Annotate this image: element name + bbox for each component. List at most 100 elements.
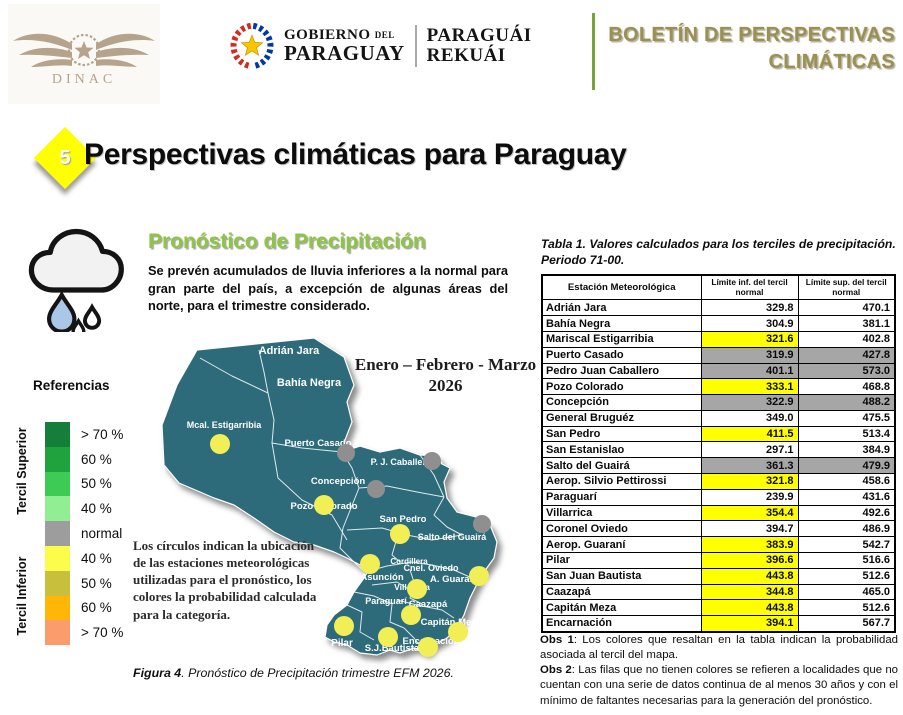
gov-paraguai-label: PARAGUÁI — [426, 25, 532, 47]
page-title: Perspectivas climáticas para Paraguay — [84, 138, 627, 171]
map-station-label: Caazapá — [409, 599, 448, 610]
table-row: Aerop. Guaraní 383.9 542.7 — [541, 536, 896, 554]
map-station-label: S.J.Bautista — [365, 643, 420, 654]
station-dot-gray — [473, 515, 491, 533]
legend-entry: 40 % — [45, 496, 123, 522]
legend-label: 40 % — [81, 501, 112, 517]
lower-limit-cell: 321.8 — [700, 473, 799, 490]
lower-limit-cell: 304.9 — [700, 315, 799, 332]
station-dot-yellow — [407, 579, 427, 599]
upper-limit-cell: 465.0 — [797, 583, 896, 601]
table-row: Pozo Colorado 333.1 468.8 — [541, 378, 896, 396]
map-station-label: A. Guaraní — [430, 574, 478, 585]
station-name-cell: Encarnación — [541, 615, 702, 633]
station-name-cell: Villarrica — [541, 504, 702, 522]
tercil-inferior-label: Tercil Inferior — [15, 556, 29, 636]
upper-limit-cell: 492.6 — [797, 504, 896, 522]
map-station-label: Mcal. Estigarribia — [187, 420, 263, 430]
bulletin-title: BOLETÍN DE PERSPECTIVAS CLIMÁTICAS — [600, 22, 895, 76]
upper-limit-cell: 384.9 — [797, 441, 896, 459]
trimester-title: Enero – Febrero - Marzo 2026 — [348, 354, 543, 397]
station-dot-gray — [367, 480, 385, 498]
table-row: Encarnación 394.1 567.7 — [541, 615, 896, 633]
legend-entry: > 70 % — [45, 620, 123, 646]
dinac-star-icon — [74, 41, 94, 59]
station-dot-yellow — [469, 566, 489, 586]
station-name-cell: Paraguarí — [541, 488, 702, 506]
table-row: Aerop. Silvio Pettirossi 321.8 458.6 — [541, 473, 896, 490]
column-header-station: Estación Meteorológica — [541, 274, 702, 301]
station-dot-yellow — [418, 637, 438, 657]
observations: Obs 1: Los colores que resaltan en la ta… — [540, 633, 898, 709]
map-station-labels: Adrián Jara Bahía Negra Mcal. Estigarribia… — [187, 345, 488, 654]
dinac-wordmark: DINAC — [52, 72, 116, 87]
map-station-label: Cordillera — [390, 557, 428, 566]
bulletin-title-line2: CLIMÁTICAS — [768, 51, 895, 73]
table-row: Pilar 396.6 516.6 — [541, 552, 896, 569]
paraguay-map: Adrián Jara Bahía Negra Mcal. Estigarribia… — [161, 337, 498, 657]
lower-limit-cell: 333.1 — [700, 378, 799, 396]
lower-limit-cell: 443.8 — [700, 599, 799, 617]
legend-label: 50 % — [81, 575, 112, 591]
gov-rekuai-label: REKUÁI — [426, 45, 506, 66]
table-header-row: Estación Meteorológica Límite inf. del t… — [541, 274, 896, 301]
upper-limit-cell: 427.8 — [797, 346, 896, 364]
lower-limit-cell: 349.0 — [700, 409, 799, 427]
table-row: Villarrica 354.4 492.6 — [541, 504, 896, 522]
map-station-label: Bahía Negra — [277, 377, 342, 389]
precipitation-heading: Pronóstico de Precipitación — [148, 230, 426, 253]
upper-limit-cell: 475.5 — [797, 409, 896, 427]
upper-limit-cell: 486.9 — [797, 520, 896, 538]
legend-swatch — [45, 545, 70, 571]
legend-entries: > 70 % 60 % 50 % 40 % normal 40 % 50 % 60 % > 70… — [45, 422, 124, 646]
obs2-text: : Las filas que no tienen colores se ref… — [540, 664, 898, 707]
upper-limit-cell: 573.0 — [797, 362, 896, 380]
table-row: Capitán Meza 443.8 512.6 — [541, 599, 896, 617]
figure-caption-label: Figura 4 — [133, 666, 182, 680]
station-name-cell: Salto del Guairá — [541, 457, 702, 475]
table-row: Coronel Oviedo 394.7 486.9 — [541, 520, 896, 538]
station-name-cell: San Pedro — [541, 425, 702, 443]
map-station-label: Cnel. Oviedo — [403, 563, 459, 573]
lower-limit-cell: 319.9 — [700, 346, 799, 364]
station-name-cell: Mariscal Estigarribia — [541, 330, 702, 348]
figure-caption: Figura 4. Pronóstico de Precipitación tr… — [133, 666, 454, 680]
table-row: Mariscal Estigarribia 321.6 402.8 — [541, 330, 896, 348]
station-name-cell: Aerop. Silvio Pettirossi — [541, 473, 702, 490]
gov-del-label: DEL — [374, 30, 395, 40]
legend-entry: 60 % — [45, 595, 123, 621]
station-name-cell: San Juan Bautista — [541, 567, 702, 585]
upper-limit-cell: 488.2 — [797, 394, 896, 411]
legend-swatch — [45, 496, 70, 522]
gov-logo-divider — [414, 25, 417, 67]
dinac-wreath — [67, 33, 101, 67]
upper-limit-cell: 458.6 — [797, 473, 896, 490]
legend-entry: 50 % — [45, 471, 123, 497]
station-table-body: Adrián Jara 329.8 470.1 Bahía Negra 304.9 381… — [541, 299, 896, 633]
station-dot-yellow — [314, 495, 334, 515]
gov-gobierno-label: GOBIERNO — [284, 27, 371, 43]
upper-limit-cell: 512.6 — [797, 567, 896, 585]
upper-limit-cell: 512.6 — [797, 599, 896, 617]
map-station-label: Asunción — [360, 572, 403, 583]
station-name-cell: Pozo Colorado — [541, 378, 702, 396]
map-station-label: San Pedro — [380, 514, 427, 525]
legend-entry: 50 % — [45, 570, 123, 596]
station-dot-gray — [337, 444, 355, 462]
lower-limit-cell: 344.8 — [700, 583, 799, 601]
legend-swatch — [45, 521, 70, 546]
rain-cloud-icon — [22, 224, 137, 338]
station-name-cell: Coronel Oviedo — [541, 520, 702, 538]
lower-limit-cell: 361.3 — [700, 457, 799, 475]
station-name-cell: Aerop. Guaraní — [541, 536, 702, 554]
legend-label: > 70 % — [81, 426, 124, 442]
table-title-label: Tabla 1. — [541, 237, 586, 251]
table-row: San Juan Bautista 443.8 512.6 — [541, 567, 896, 585]
column-header-lower-limit: Límite inf. del tercil normal — [700, 274, 799, 301]
dinac-wings-icon: DINAC — [13, 33, 155, 87]
lower-limit-cell: 396.6 — [700, 552, 799, 569]
legend-label: 60 % — [81, 451, 112, 467]
lower-limit-cell: 322.9 — [700, 394, 799, 411]
legend-swatch — [45, 471, 70, 497]
